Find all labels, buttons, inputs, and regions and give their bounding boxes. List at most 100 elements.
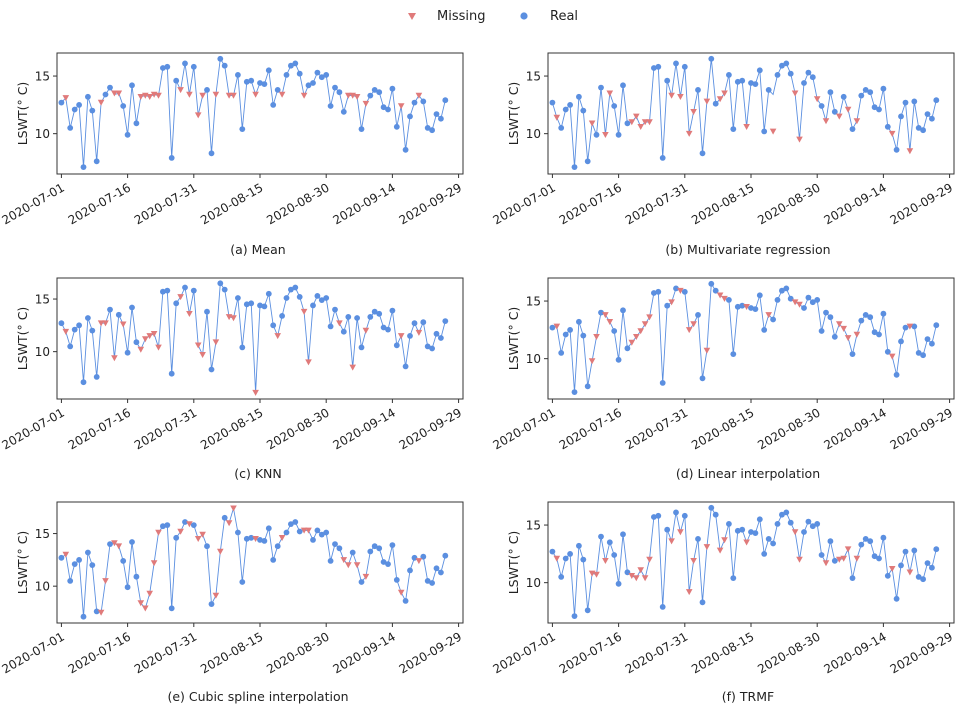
real-point (726, 521, 732, 527)
real-point (102, 91, 109, 98)
real-point (164, 63, 171, 70)
real-point (292, 284, 299, 291)
real-point (314, 527, 321, 534)
y-axis-label: LSWT(° C) (15, 531, 30, 595)
real-point (208, 150, 215, 157)
real-point (124, 584, 131, 591)
real-point (761, 128, 768, 135)
missing-point (274, 333, 281, 340)
real-point (902, 324, 909, 331)
missing-point (199, 352, 206, 358)
real-point (920, 352, 926, 359)
missing-point (716, 292, 724, 299)
real-point (217, 280, 224, 287)
real-point (920, 127, 926, 134)
real-point (173, 300, 180, 307)
x-tick-label: 2020-09-14 (330, 180, 397, 227)
missing-point (336, 320, 343, 327)
real-point (562, 555, 569, 562)
missing-point (633, 113, 640, 120)
chart-panel: 10 15 LSWT(° C) 2020-07-012020-07-162020-07… (0, 52, 464, 257)
y-tick-label: 10 (35, 580, 50, 594)
real-point (115, 311, 122, 318)
missing-point (97, 99, 105, 106)
real-point (129, 539, 135, 545)
missing-point (716, 547, 724, 554)
real-point (651, 290, 657, 296)
real-point (787, 70, 794, 77)
legend: Missing Real (408, 9, 578, 24)
real-point (124, 349, 131, 356)
missing-point (668, 538, 675, 545)
missing-point (844, 335, 852, 342)
missing-point (628, 339, 636, 346)
real-point (783, 285, 790, 292)
missing-point (685, 589, 693, 596)
real-point (257, 537, 263, 543)
missing-point (668, 92, 675, 99)
real-point (274, 543, 281, 550)
series-line (552, 506, 937, 617)
x-tick-label: 2020-07-01 (491, 629, 558, 676)
real-point (911, 98, 918, 105)
y-axis-label: LSWT(° C) (15, 307, 30, 371)
real-point (420, 319, 427, 326)
real-point (562, 106, 569, 113)
missing-point (637, 328, 644, 335)
y-axis-label: LSWT(° C) (506, 82, 521, 146)
real-point (190, 287, 197, 294)
real-point (371, 308, 378, 315)
real-point (867, 538, 874, 545)
real-point (58, 554, 65, 561)
y-axis-label: LSWT(° C) (506, 307, 521, 371)
real-point (756, 292, 763, 299)
missing-point (791, 90, 799, 97)
real-point (898, 338, 904, 345)
missing-point (641, 321, 649, 328)
real-point (681, 512, 688, 519)
real-point (407, 567, 413, 574)
real-point (371, 87, 378, 93)
real-point (664, 526, 671, 533)
missing-point (186, 521, 193, 528)
real-point (283, 529, 290, 536)
y-tick-label: 15 (526, 295, 541, 309)
real-point (695, 536, 701, 542)
plot-frame (547, 277, 955, 400)
missing-point (230, 315, 237, 322)
missing-point (186, 91, 193, 98)
real-point (340, 108, 347, 115)
missing-point (822, 118, 830, 125)
real-point (783, 60, 790, 67)
missing-point (362, 327, 370, 334)
missing-point (252, 91, 259, 98)
missing-point (593, 334, 600, 340)
x-tick-label: 2020-09-29 (397, 629, 464, 676)
y-tick-label: 15 (35, 70, 50, 84)
real-point (734, 78, 741, 85)
missing-point (146, 94, 153, 100)
real-point (80, 379, 87, 386)
real-point (695, 87, 701, 93)
missing-point (906, 569, 914, 576)
missing-point (345, 562, 352, 569)
x-tick-label: 2020-07-01 (491, 180, 558, 227)
missing-point (836, 321, 843, 328)
real-point (283, 72, 290, 78)
real-point (761, 327, 768, 333)
real-point (393, 342, 400, 349)
real-point (929, 340, 935, 347)
missing-point (199, 531, 206, 538)
missing-point (796, 556, 803, 563)
real-point (76, 557, 82, 563)
real-point (442, 318, 449, 324)
real-point (567, 102, 573, 108)
missing-point (142, 336, 149, 343)
real-point (708, 280, 715, 287)
real-point (433, 565, 440, 572)
real-point (160, 288, 166, 295)
real-point (823, 309, 829, 316)
missing-point (588, 358, 596, 365)
real-point (376, 89, 383, 96)
